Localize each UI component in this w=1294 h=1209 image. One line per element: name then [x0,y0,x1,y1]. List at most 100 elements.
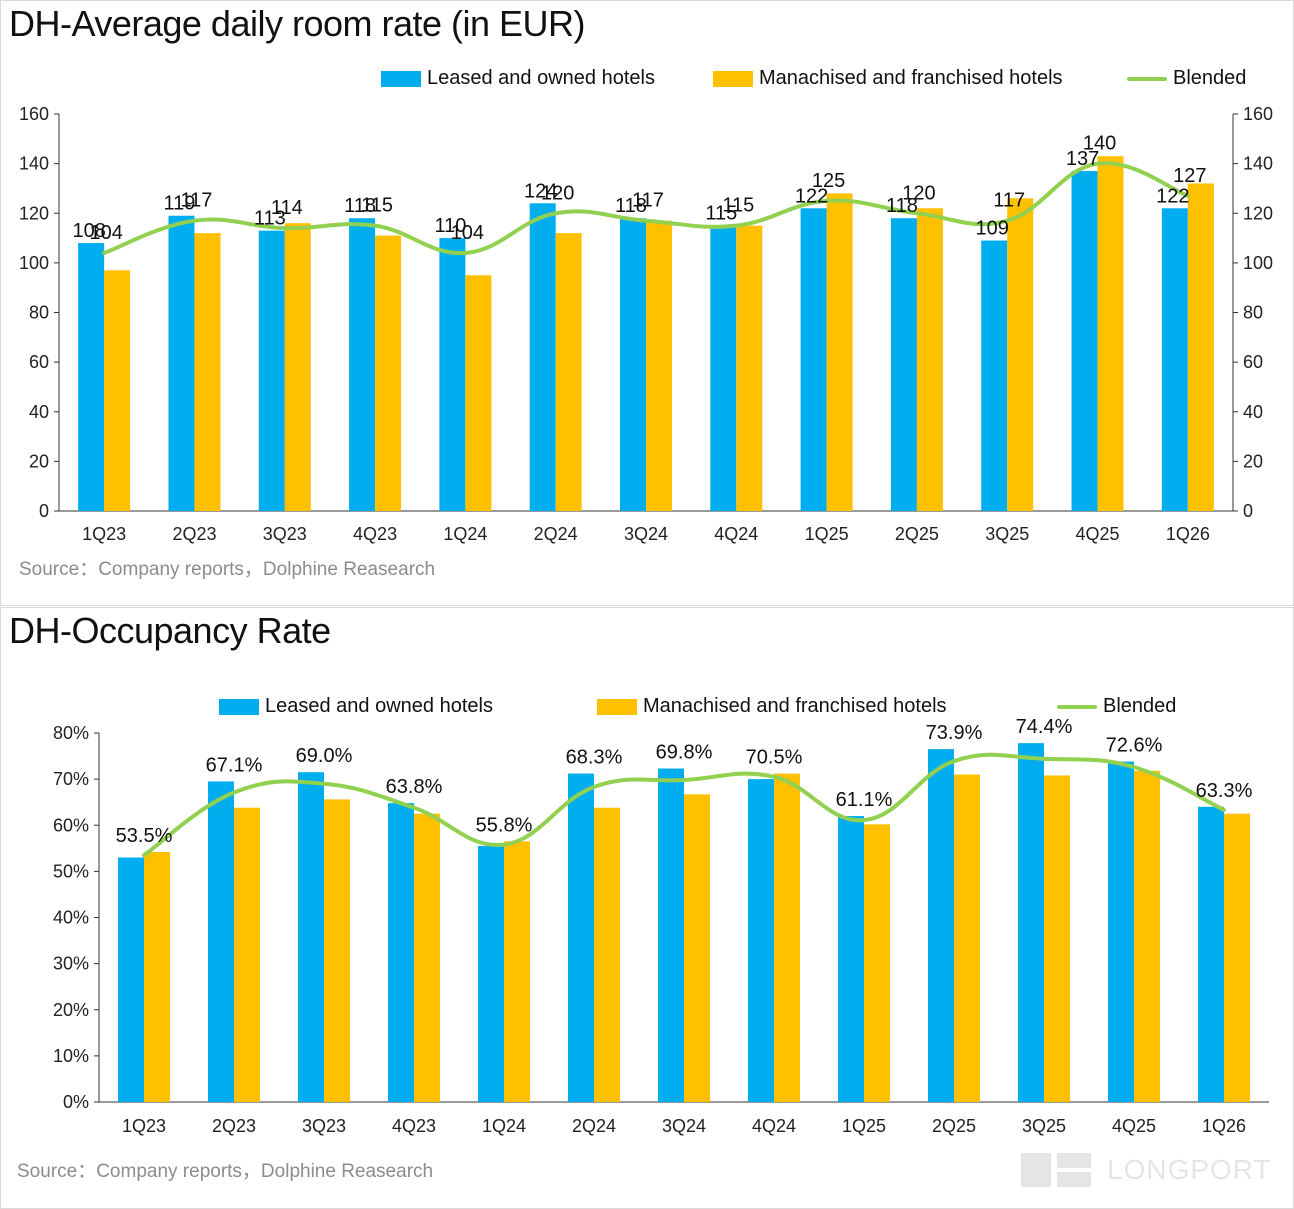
bar-manachised [414,813,440,1102]
data-label-blended: 104 [451,222,484,244]
bar-manachised [234,807,260,1102]
y-tick-label: 120 [19,203,49,223]
x-tick-label: 1Q26 [1202,1116,1246,1136]
x-tick-label: 2Q24 [572,1116,616,1136]
x-tick-label: 3Q24 [662,1116,706,1136]
bar-leased [78,243,105,511]
legend-item-blended: Blended [1127,67,1246,90]
legend-item-manachised: Manachised and franchised hotels [597,695,947,718]
data-label-leased: 108 [72,220,105,242]
data-label-blended: 115 [722,195,754,217]
bar-leased [388,803,414,1102]
x-tick-label: 1Q23 [82,524,126,544]
bar-manachised [194,233,221,511]
bar-leased [748,779,774,1102]
bar-manachised [324,799,350,1102]
data-label-blended: 72.6% [1106,735,1163,757]
legend-swatch-blended [1127,76,1167,81]
legend-label: Blended [1173,67,1247,89]
data-label-blended: 115 [361,195,393,217]
bar-manachised [594,807,620,1102]
y2-tick-label: 60 [1243,352,1263,372]
legend-swatch-manachised [597,698,637,715]
y2-tick-label: 0 [1243,501,1253,521]
bar-manachised [826,193,853,511]
y-tick-label: 40% [53,908,89,928]
x-tick-label: 1Q23 [122,1116,166,1136]
data-label-leased: 122 [1156,185,1189,207]
data-label-blended: 120 [902,182,935,204]
y-tick-label: 20 [29,451,49,471]
data-label-leased: 118 [615,195,647,217]
x-tick-label: 3Q24 [624,524,668,544]
x-tick-label: 4Q25 [1112,1116,1156,1136]
x-tick-label: 2Q23 [172,524,216,544]
bar-leased [118,857,144,1102]
data-label-blended: 104 [89,222,122,244]
bar-leased [478,846,504,1102]
bar-manachised [1134,770,1160,1102]
data-label-blended: 53.5% [116,825,173,847]
chart-title: DH-Average daily room rate (in EUR) [9,3,586,44]
data-label-blended: 63.8% [386,776,443,798]
bar-manachised [646,220,672,511]
bar-manachised [954,774,980,1102]
legend-swatch-blended [1057,704,1097,709]
bar-leased [981,240,1008,511]
legend-swatch-leased [381,70,421,87]
data-label-blended: 55.8% [476,814,533,836]
data-label-blended: 68.3% [566,747,623,769]
bar-manachised [284,223,311,512]
y-tick-label: 70% [53,769,89,789]
y-tick-label: 100 [19,253,49,273]
data-label-blended: 61.1% [836,789,893,811]
bar-manachised [555,233,582,511]
chart-title: DH-Occupancy Rate [9,610,331,651]
bar-leased [1108,761,1134,1102]
y-tick-label: 80 [29,303,49,323]
y-tick-label: 10% [53,1046,89,1066]
bar-leased [800,208,827,511]
x-tick-label: 4Q24 [752,1116,796,1136]
bar-leased [1018,743,1044,1102]
x-tick-label: 2Q24 [534,524,578,544]
x-tick-label: 1Q26 [1166,524,1210,544]
bar-leased [658,768,684,1102]
x-tick-label: 3Q25 [1022,1116,1066,1136]
bar-leased [258,230,285,511]
data-label-leased: 118 [886,195,918,217]
data-label-blended: 140 [1083,133,1116,155]
bar-manachised [864,824,890,1102]
data-label-leased: 110 [434,215,466,237]
bar-leased [1161,208,1188,511]
data-label-leased: 137 [1066,148,1099,170]
bar-manachised [504,841,530,1102]
bar-manachised [465,275,492,511]
data-label-blended: 125 [812,170,845,192]
adr-chart-plot: 0 0 20 20 40 40 60 60 80 80 100 100 120 120 140 140 160 1… [19,104,1273,544]
x-tick-label: 1Q24 [443,524,487,544]
data-label-blended: 117 [993,190,1025,212]
legend-label: Leased and owned hotels [265,695,493,717]
bar-manachised [144,852,170,1102]
data-label-blended: 127 [1173,165,1206,187]
y-tick-label: 60 [29,352,49,372]
source-note: Source：Company reports，Dolphine Reasearc… [19,559,436,580]
x-tick-label: 3Q25 [985,524,1029,544]
y-tick-label: 30% [53,954,89,974]
blended-line [142,752,1226,858]
x-tick-label: 1Q25 [842,1116,886,1136]
data-label-blended: 120 [541,182,574,204]
y2-tick-label: 80 [1243,303,1263,323]
adr-chart-panel: DH-Average daily room rate (in EUR) Leas… [0,0,1294,606]
x-tick-label: 2Q25 [932,1116,976,1136]
x-tick-label: 4Q23 [392,1116,436,1136]
y-tick-label: 160 [19,104,49,124]
data-label-blended: 74.4% [1016,716,1073,738]
legend-label: Blended [1103,695,1177,717]
legend-swatch-manachised [713,70,753,87]
bar-manachised [1097,156,1124,511]
legend-item-blended: Blended [1057,695,1176,718]
x-tick-label: 4Q23 [353,524,397,544]
legend-swatch-leased [219,698,259,715]
